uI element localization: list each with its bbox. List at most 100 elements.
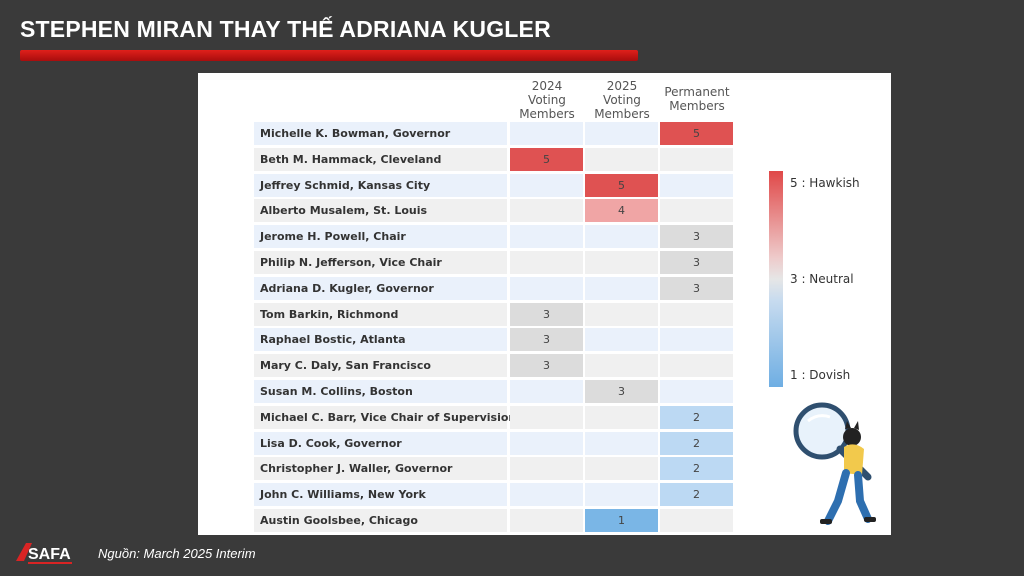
score-cell: 3 — [660, 276, 733, 300]
row-member-name: Alberto Musalem, St. Louis — [254, 199, 507, 223]
legend-label-dovish: 1 : Dovish — [790, 368, 851, 382]
safa-logo: SAFA — [16, 543, 72, 564]
page-title: STEPHEN MIRAN THAY THẾ ADRIANA KUGLER — [20, 16, 551, 42]
empty-cell — [585, 328, 658, 352]
legend-label-hawkish: 5 : Hawkish — [790, 176, 860, 190]
empty-cell — [585, 405, 658, 429]
empty-cell — [585, 251, 658, 274]
magnifier-icon — [793, 402, 876, 525]
column-header-2025-line3: Members — [594, 107, 650, 121]
empty-cell — [660, 380, 733, 403]
row-member-name: Michael C. Barr, Vice Chair of Supervisi… — [254, 405, 516, 429]
empty-cell — [585, 225, 658, 249]
score-cell: 3 — [510, 302, 583, 326]
legend-color-bar — [769, 171, 783, 387]
table-row: Christopher J. Waller, Governor 2 — [254, 457, 734, 481]
score-cell: 3 — [510, 328, 583, 352]
empty-cell — [660, 147, 733, 171]
row-member-name: Philip N. Jefferson, Vice Chair — [254, 251, 507, 274]
table-row: Alberto Musalem, St. Louis 4 — [254, 199, 734, 223]
table-row: Jeffrey Schmid, Kansas City 5 — [254, 173, 734, 197]
empty-cell — [585, 276, 658, 300]
empty-cell — [585, 457, 658, 481]
table-row: Mary C. Daly, San Francisco 3 — [254, 354, 734, 378]
legend-label-neutral: 3 : Neutral — [790, 272, 854, 286]
empty-cell — [510, 405, 583, 429]
empty-cell — [585, 354, 658, 378]
column-header-2024-line3: Members — [519, 107, 575, 121]
empty-cell — [510, 199, 583, 223]
table-row: John C. Williams, New York 2 — [254, 483, 734, 507]
row-member-name: Mary C. Daly, San Francisco — [254, 354, 507, 378]
empty-cell — [510, 276, 583, 300]
row-member-name: Michelle K. Bowman, Governor — [254, 122, 507, 145]
empty-cell — [510, 251, 583, 274]
score-cell: 2 — [660, 483, 733, 507]
empty-cell — [585, 483, 658, 507]
row-member-name: Jerome H. Powell, Chair — [254, 225, 507, 249]
empty-cell — [585, 122, 658, 145]
row-member-name: Tom Barkin, Richmond — [254, 302, 507, 326]
column-header-2025-line1: 2025 — [606, 79, 638, 93]
empty-cell — [660, 173, 733, 197]
table-row: Lisa D. Cook, Governor 2 — [254, 431, 734, 455]
column-header-2024-line2: Voting — [528, 93, 566, 107]
source-note: Nguồn: March 2025 Interim — [98, 546, 256, 561]
table-row: Tom Barkin, Richmond 3 — [254, 302, 734, 326]
score-cell: 4 — [585, 199, 658, 223]
row-member-name: Beth M. Hammack, Cleveland — [254, 147, 507, 171]
row-member-name: Jeffrey Schmid, Kansas City — [254, 173, 507, 197]
table-row: Michelle K. Bowman, Governor 5 — [254, 122, 734, 145]
empty-cell — [510, 509, 583, 532]
score-cell: 2 — [660, 405, 733, 429]
empty-cell — [510, 173, 583, 197]
score-cell: 5 — [510, 147, 583, 171]
empty-cell — [510, 122, 583, 145]
row-member-name: Adriana D. Kugler, Governor — [254, 276, 507, 300]
empty-cell — [585, 431, 658, 455]
score-cell: 3 — [585, 380, 658, 403]
table-row: Philip N. Jefferson, Vice Chair 3 — [254, 251, 734, 274]
empty-cell — [585, 147, 658, 171]
score-cell: 2 — [660, 457, 733, 481]
empty-cell — [660, 302, 733, 326]
table-row: Adriana D. Kugler, Governor 3 — [254, 276, 734, 300]
empty-cell — [510, 380, 583, 403]
table-row: Michael C. Barr, Vice Chair of Supervisi… — [254, 405, 734, 429]
empty-cell — [660, 328, 733, 352]
column-header-2025: 2025 Voting Members — [586, 79, 658, 121]
table-row: Jerome H. Powell, Chair 3 — [254, 225, 734, 249]
empty-cell — [585, 302, 658, 326]
empty-cell — [660, 199, 733, 223]
score-cell: 3 — [660, 251, 733, 274]
score-cell: 3 — [510, 354, 583, 378]
empty-cell — [510, 431, 583, 455]
column-header-permanent: Permanent Members — [661, 85, 733, 113]
table-row: Raphael Bostic, Atlanta 3 — [254, 328, 734, 352]
table-row: Susan M. Collins, Boston 3 — [254, 380, 734, 403]
column-header-2024-line1: 2024 — [531, 79, 563, 93]
safa-logo-text: SAFA — [28, 546, 71, 563]
empty-cell — [660, 509, 733, 532]
title-underline-bar — [20, 50, 638, 61]
column-header-2025-line2: Voting — [603, 93, 641, 107]
row-member-name: Austin Goolsbee, Chicago — [254, 509, 507, 532]
empty-cell — [510, 225, 583, 249]
score-cell: 2 — [660, 431, 733, 455]
score-cell: 5 — [660, 122, 733, 145]
empty-cell — [510, 457, 583, 481]
column-header-2024: 2024 Voting Members — [511, 79, 583, 121]
column-header-permanent-line2: Members — [669, 99, 725, 113]
row-member-name: Christopher J. Waller, Governor — [254, 457, 507, 481]
score-cell: 5 — [585, 173, 658, 197]
chart-panel: 2024 Voting Members 2025 Voting Members … — [198, 73, 891, 535]
empty-cell — [510, 483, 583, 507]
row-member-name: Raphael Bostic, Atlanta — [254, 328, 507, 352]
row-member-name: John C. Williams, New York — [254, 483, 507, 507]
empty-cell — [660, 354, 733, 378]
score-cell: 1 — [585, 509, 658, 532]
score-cell: 3 — [660, 225, 733, 249]
table-row: Beth M. Hammack, Cleveland 5 — [254, 147, 734, 171]
table-row: Austin Goolsbee, Chicago 1 — [254, 509, 734, 532]
row-member-name: Lisa D. Cook, Governor — [254, 431, 507, 455]
